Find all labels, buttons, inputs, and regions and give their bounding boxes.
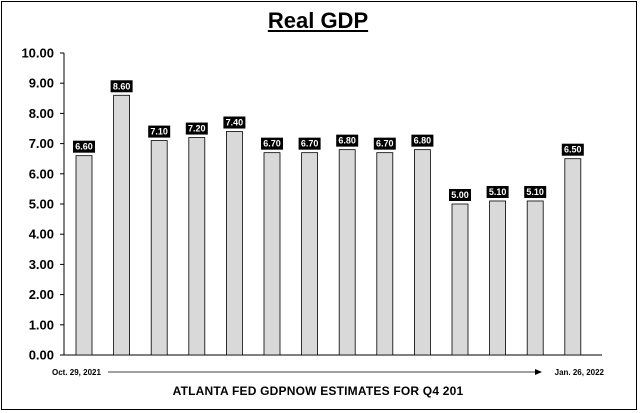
bar [564, 158, 582, 356]
bar-series [75, 94, 582, 356]
y-tick-label: 5.00 [29, 197, 54, 212]
data-label: 5.10 [526, 187, 544, 197]
data-label: 6.70 [263, 139, 281, 149]
data-label-box [336, 134, 359, 147]
data-label-box [261, 137, 283, 150]
y-tick-label: 2.00 [29, 287, 54, 302]
data-label: 6.50 [564, 145, 582, 155]
data-label: 6.70 [301, 139, 319, 149]
y-tick-label: 0.00 [29, 348, 54, 363]
data-label-box [524, 185, 547, 198]
data-label-box [561, 143, 584, 156]
bar [489, 200, 507, 356]
data-label: 5.10 [489, 187, 507, 197]
bar [338, 149, 356, 356]
data-label-box [73, 140, 95, 153]
data-label-box [110, 80, 133, 93]
bar [188, 137, 206, 356]
bar [376, 152, 394, 356]
data-label-box [298, 137, 321, 150]
x-axis-title: ATLANTA FED GDPNOW ESTIMATES FOR Q4 201 [172, 384, 464, 398]
timeline-arrowhead [535, 369, 542, 375]
y-tick-label: 1.00 [29, 317, 54, 332]
data-label: 7.10 [150, 127, 168, 137]
y-tick-label: 8.00 [29, 106, 54, 121]
data-label: 7.40 [226, 118, 244, 128]
bar [150, 140, 168, 356]
y-tick-label: 7.00 [29, 136, 54, 151]
data-label-box [486, 185, 509, 198]
data-label-box [373, 137, 396, 150]
data-label-box [411, 134, 434, 147]
data-label-box [449, 189, 471, 201]
data-label: 6.80 [338, 136, 356, 146]
data-label: 6.70 [376, 139, 394, 149]
bar [113, 94, 130, 356]
timeline-start-label: Oct. 29, 2021 [52, 368, 101, 377]
data-label: 5.00 [451, 190, 469, 200]
bar [263, 152, 281, 356]
y-tick-label: 9.00 [29, 76, 54, 91]
timeline-end-label: Jan. 26, 2022 [555, 368, 605, 377]
data-label: 6.80 [414, 136, 432, 146]
bar [75, 155, 93, 356]
y-tick-label: 6.00 [29, 166, 54, 181]
bar [225, 131, 243, 356]
y-tick-label: 4.00 [29, 227, 54, 242]
y-tick-label: 3.00 [29, 257, 54, 272]
data-label: 8.60 [113, 81, 131, 91]
timeline-arrow: Oct. 29, 2021 Jan. 26, 2022 [52, 368, 605, 377]
bar [451, 203, 469, 356]
data-label-box [223, 116, 246, 129]
data-labels: 6.60 8.60 7.10 7.20 7.40 6.70 6.70 6.80 6.70 6.80… [73, 80, 584, 201]
data-label-box [185, 122, 208, 135]
chart-axes: 0.00 1.00 2.00 3.00 4.00 5.00 6.00 7.00 8.00 9.00… [21, 46, 602, 363]
bar [526, 200, 544, 356]
data-label: 7.20 [188, 124, 206, 134]
bar [413, 149, 431, 356]
y-tick-label: 10.00 [21, 46, 54, 61]
bar [301, 152, 319, 356]
data-label: 6.60 [75, 142, 93, 152]
data-label-box [148, 125, 171, 138]
chart-title: Real GDP [267, 8, 369, 33]
